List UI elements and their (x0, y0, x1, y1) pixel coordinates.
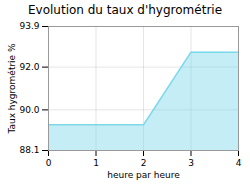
html-text:Evolution du taux d'hygrométri: Evolution du taux d'hygrométrie (28, 3, 222, 17)
svg-text:90.0: 90.0 (19, 105, 39, 115)
svg-text:3: 3 (188, 158, 194, 168)
svg-text:Taux hygrométrie %: Taux hygrométrie % (7, 43, 17, 135)
svg-text:92.0: 92.0 (19, 62, 39, 72)
svg-text:88.1: 88.1 (19, 145, 39, 155)
svg-text:heure par heure: heure par heure (107, 170, 180, 180)
svg-text:93.9: 93.9 (19, 21, 39, 31)
svg-text:1: 1 (93, 158, 99, 168)
svg-text:0: 0 (46, 158, 52, 168)
svg-text:4: 4 (236, 158, 242, 168)
svg-text:2: 2 (141, 158, 147, 168)
